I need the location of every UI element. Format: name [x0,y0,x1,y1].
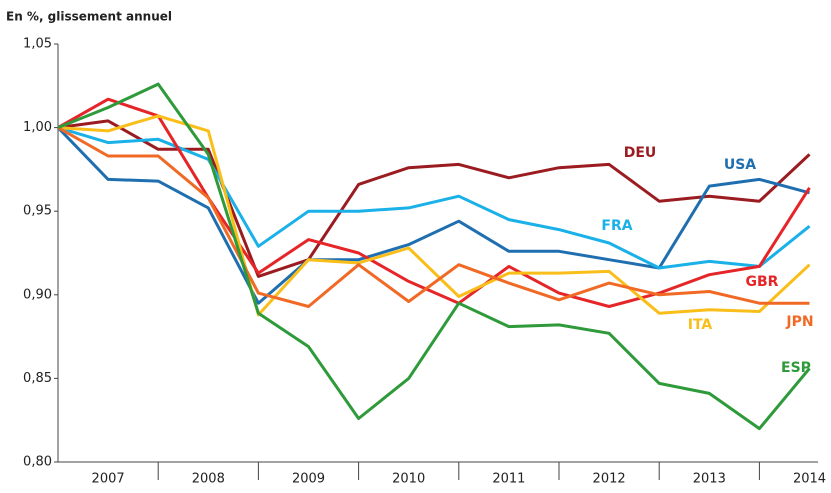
series-line [57,126,810,308]
series-label: ESP [781,360,811,376]
x-tick-label: 2012 [593,472,626,487]
chart-title: En %, glissement annuel [6,10,172,24]
x-tick-label: 2014 [793,472,826,487]
y-tick-label: 1,00 [23,120,52,135]
series-label: USA [724,157,756,173]
x-tick-label: 2008 [192,472,225,487]
series-line [57,97,811,308]
series-line [57,82,811,431]
x-tick-label: 2013 [693,472,726,487]
series-label: DEU [624,145,657,161]
series-label: ITA [688,317,713,333]
x-tick-label: 2010 [392,472,425,487]
x-tick-label: 2009 [292,472,325,487]
series-label: JPN [785,314,813,330]
y-tick-label: 0,80 [23,455,52,470]
y-tick-label: 0,90 [23,287,52,302]
series-line [57,126,811,270]
x-tick-label: 2007 [92,472,125,487]
series-label: FRA [601,218,632,234]
series-line [57,114,811,317]
x-tick-label: 2011 [492,472,525,487]
series-line [56,126,810,305]
y-tick-label: 1,05 [23,37,52,52]
y-tick-label: 0,85 [23,371,52,386]
series-label: GBR [746,274,779,290]
y-tick-label: 0,95 [23,204,52,219]
